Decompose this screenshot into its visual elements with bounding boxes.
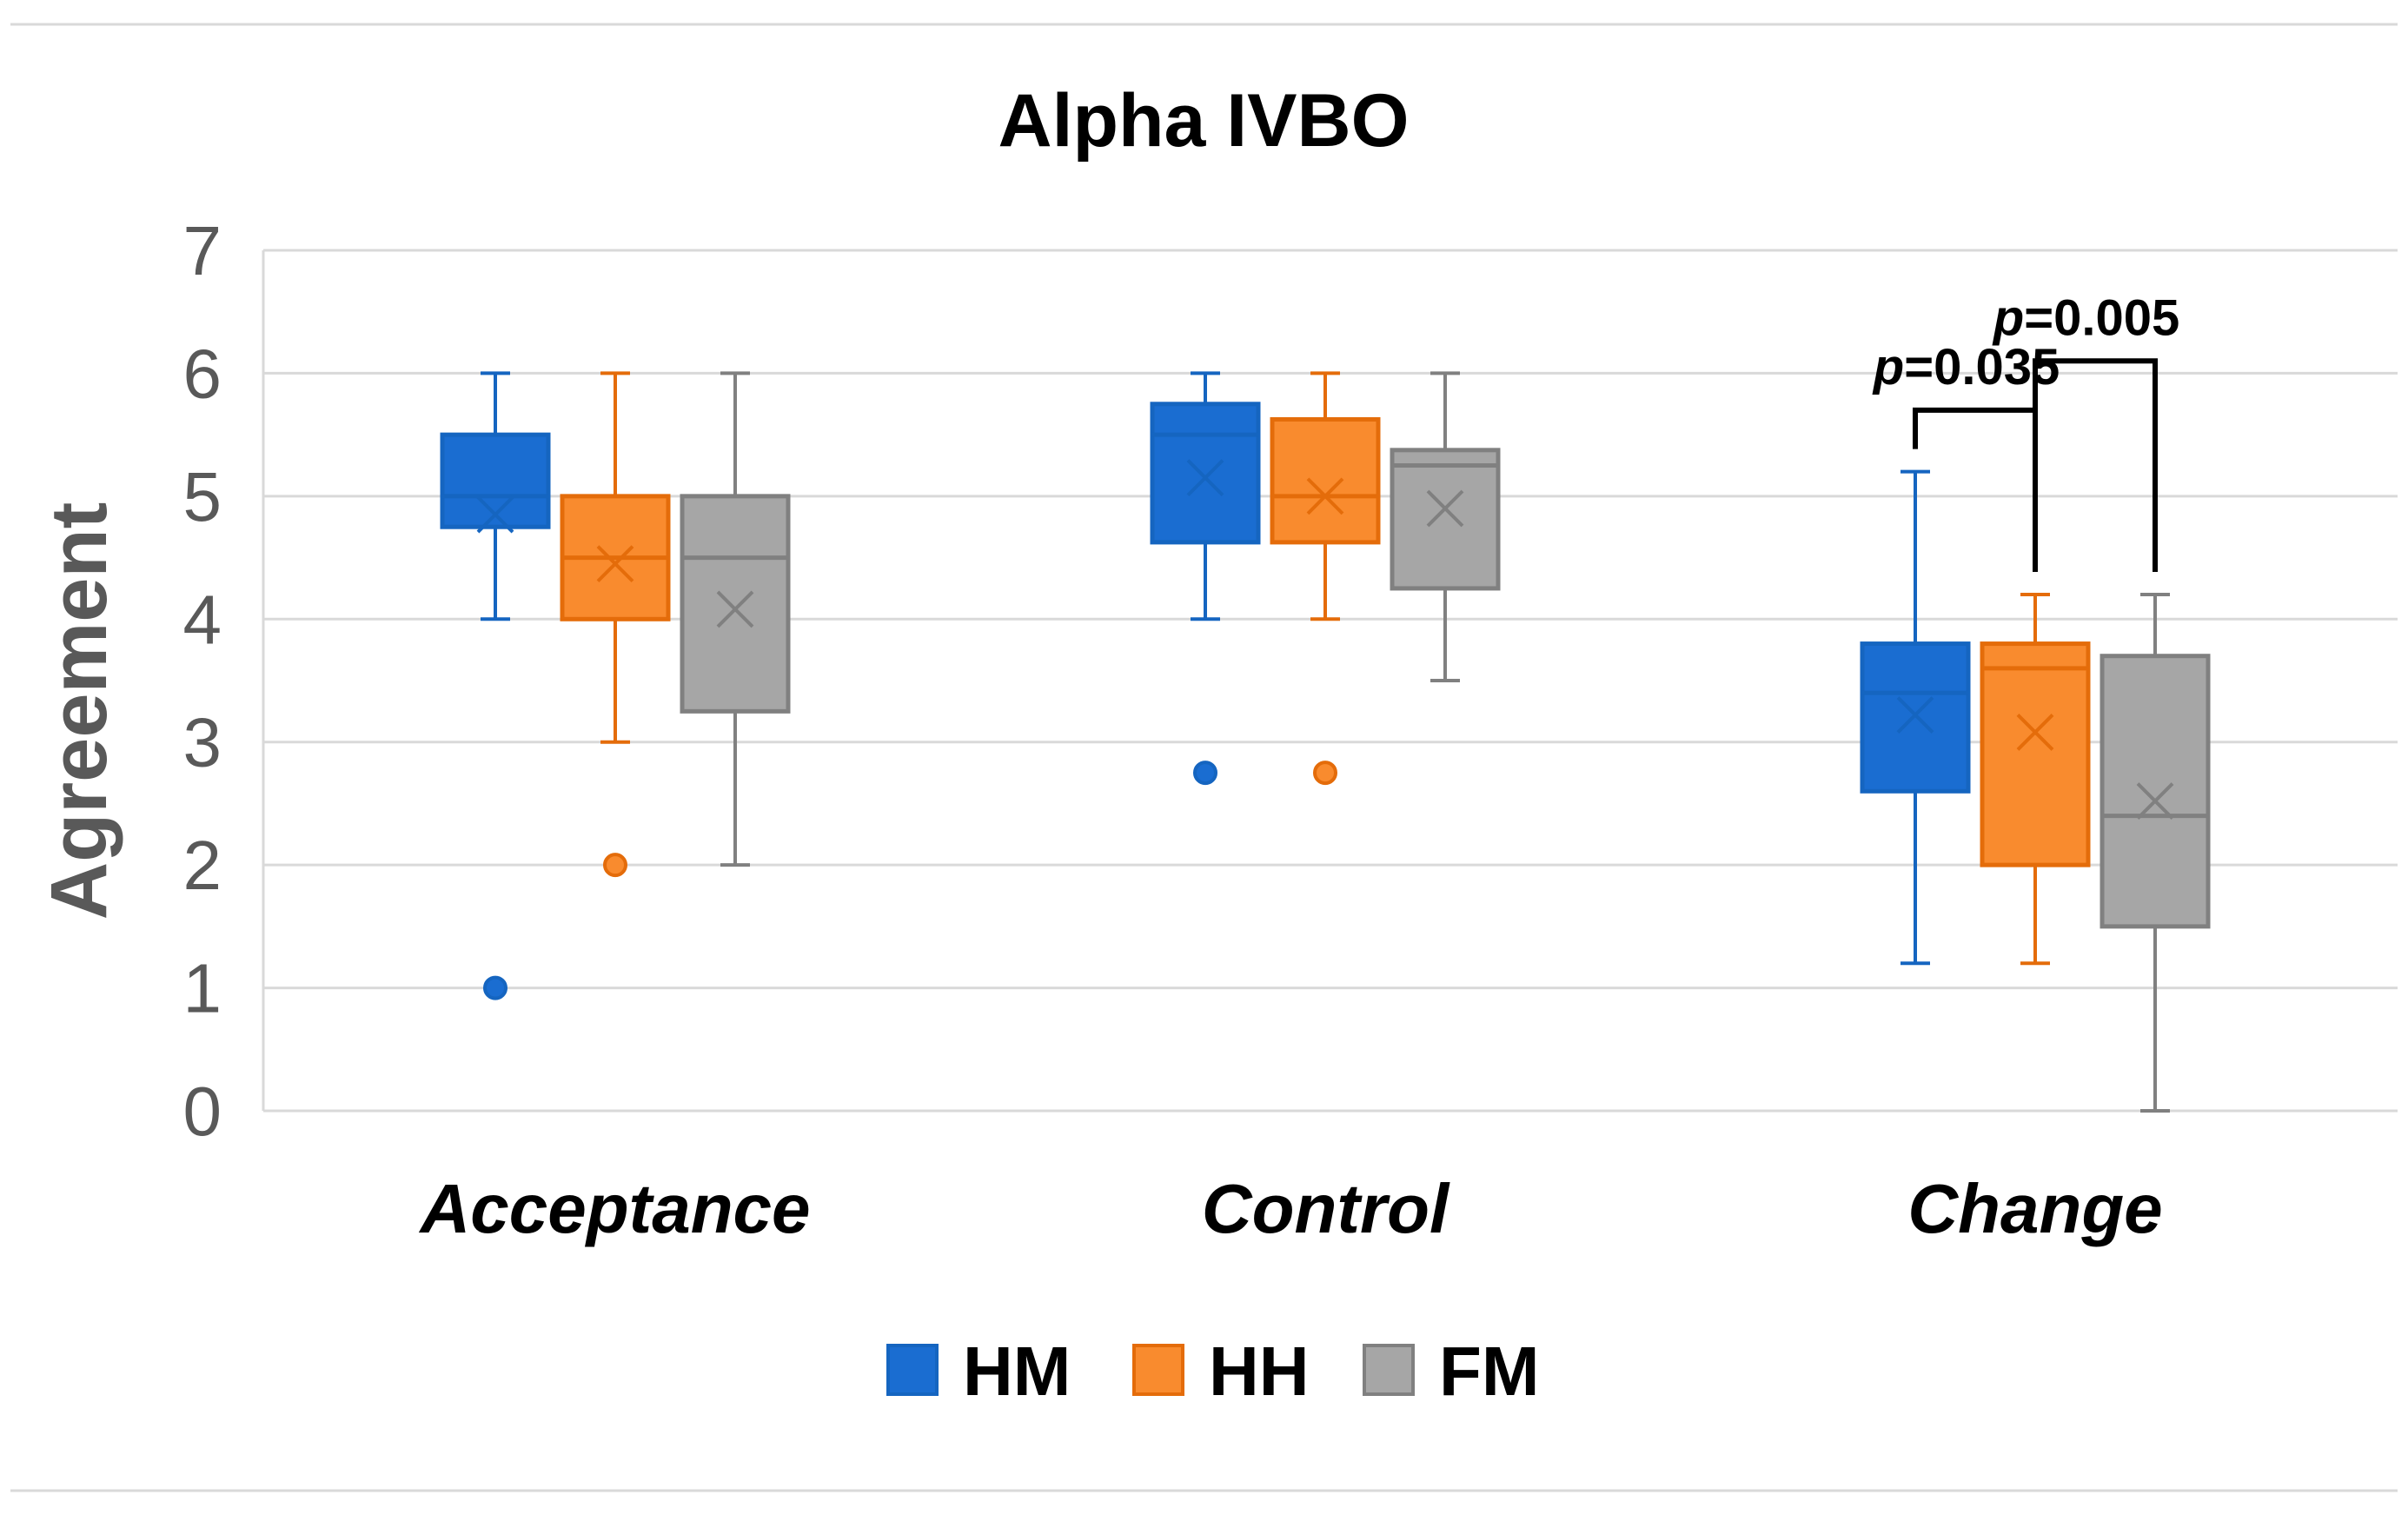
box-fm-acceptance xyxy=(680,371,791,867)
box-iqr xyxy=(1390,448,1501,591)
box-hm-control xyxy=(1150,371,1261,786)
box-layer xyxy=(440,371,2211,1113)
y-tick-label-2: 2 xyxy=(183,827,222,904)
legend-swatch-hm xyxy=(886,1344,939,1396)
category-label-acceptance: Acceptance xyxy=(418,1170,810,1247)
legend-item-hh: HH xyxy=(1132,1332,1310,1410)
p-value-label-2: p=0.005 xyxy=(1992,289,2179,346)
y-tick-label-4: 4 xyxy=(183,581,222,658)
mean-marker-b xyxy=(2016,713,2054,751)
box-fm-control xyxy=(1390,371,1501,682)
box-hm-acceptance xyxy=(440,371,551,1000)
category-label-control: Control xyxy=(1202,1170,1450,1247)
box-iqr xyxy=(1270,416,1381,545)
box-fm-change xyxy=(2100,593,2211,1113)
y-tick-label-6: 6 xyxy=(183,335,222,412)
mean-marker-b xyxy=(1306,477,1344,515)
box-hh-control xyxy=(1270,371,1381,786)
p-value-label-1: p=0.035 xyxy=(1872,339,2060,395)
legend: HM HH FM xyxy=(886,1332,1540,1410)
chart-title: Alpha IVBO xyxy=(998,79,1409,163)
outlier-point xyxy=(1313,761,1337,786)
y-tick-label-1: 1 xyxy=(183,950,222,1027)
p-symbol: p xyxy=(1992,289,2024,346)
legend-label-hh: HH xyxy=(1209,1332,1310,1410)
mean-marker-b xyxy=(1426,489,1464,528)
y-tick-label-3: 3 xyxy=(183,704,222,781)
outlier-point xyxy=(1193,761,1217,786)
legend-label-fm: FM xyxy=(1439,1332,1540,1410)
y-tick-label-0: 0 xyxy=(183,1073,222,1150)
p-symbol: p xyxy=(1872,339,1904,395)
box-iqr xyxy=(440,432,551,529)
box-iqr xyxy=(1860,641,1971,794)
x-category-labels: Acceptance Control Change xyxy=(418,1170,2162,1247)
legend-swatch-hh xyxy=(1132,1344,1184,1396)
legend-label-hm: HM xyxy=(963,1332,1071,1410)
box-iqr xyxy=(1150,402,1261,545)
box-hh-acceptance xyxy=(560,371,671,878)
y-tick-labels: 0 1 2 3 4 5 6 7 xyxy=(183,212,222,1150)
mean-marker-b xyxy=(716,590,754,628)
outlier-point xyxy=(603,853,627,878)
legend-item-hm: HM xyxy=(886,1332,1071,1410)
mean-marker-b xyxy=(596,545,634,583)
category-label-change: Change xyxy=(1907,1170,2162,1247)
legend-swatch-fm xyxy=(1363,1344,1415,1396)
mean-marker-b xyxy=(476,495,514,534)
box-hh-change xyxy=(1980,593,2091,966)
significance-bracket-1 xyxy=(1913,407,2038,572)
mean-marker-b xyxy=(1896,696,1934,734)
box-iqr xyxy=(680,494,791,714)
y-tick-label-5: 5 xyxy=(183,458,222,535)
outlier-point xyxy=(483,975,507,1000)
legend-item-fm: FM xyxy=(1363,1332,1540,1410)
y-axis-label: Agreement xyxy=(35,502,123,920)
y-tick-label-7: 7 xyxy=(183,212,222,289)
box-iqr xyxy=(1980,641,2091,867)
box-iqr xyxy=(2100,654,2211,929)
mean-marker-b xyxy=(1186,459,1224,497)
significance-bracket-2 xyxy=(2033,358,2158,572)
box-hm-change xyxy=(1860,469,1971,966)
mean-marker-b xyxy=(2136,782,2174,821)
p-value: =0.005 xyxy=(2024,289,2179,346)
